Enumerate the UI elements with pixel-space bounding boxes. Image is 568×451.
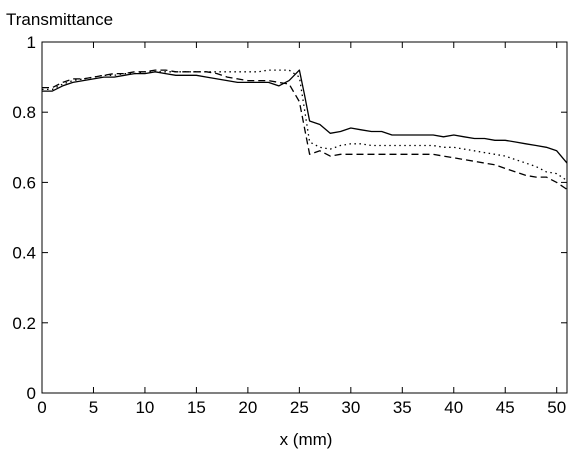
y-tick-label: 0.2 (12, 314, 36, 333)
x-tick-label: 25 (290, 398, 309, 417)
y-tick-label: 0.8 (12, 103, 36, 122)
x-tick-label: 0 (37, 398, 46, 417)
x-tick-label: 10 (135, 398, 154, 417)
y-axis-ticks: 0 0.2 0.4 0.6 0.8 1 (12, 33, 567, 403)
x-tick-label: 45 (496, 398, 515, 417)
y-tick-label: 1 (27, 33, 36, 52)
x-tick-label: 50 (547, 398, 566, 417)
plot-frame (41, 41, 568, 394)
y-tick-label: 0.4 (12, 244, 36, 263)
x-tick-label: 40 (444, 398, 463, 417)
y-tick-label: 0 (27, 384, 36, 403)
x-tick-label: 30 (341, 398, 360, 417)
y-axis-label: Transmittance (6, 10, 113, 29)
x-tick-label: 20 (238, 398, 257, 417)
x-tick-label: 5 (89, 398, 98, 417)
series-line-solid (42, 69, 568, 164)
series-line-dashed (42, 69, 568, 190)
x-axis-label: x (mm) (280, 430, 333, 449)
y-tick-label: 0.6 (12, 173, 36, 192)
x-tick-label: 15 (187, 398, 206, 417)
data-series (42, 69, 568, 190)
series-line-dotted (42, 69, 568, 182)
x-tick-label: 35 (393, 398, 412, 417)
x-axis-ticks: 0 5 10 15 20 25 30 35 40 45 50 (37, 42, 566, 417)
